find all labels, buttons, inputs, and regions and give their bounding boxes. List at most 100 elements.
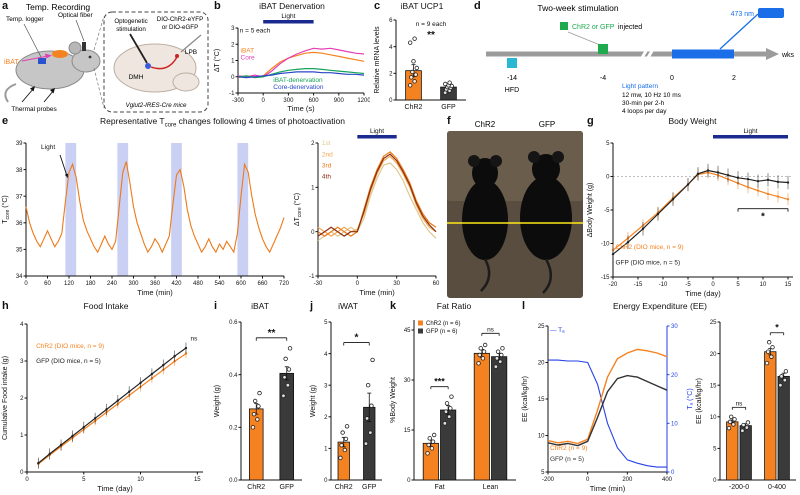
panel-a: a Temp. Recording Temp. logger Optical f… <box>0 0 212 115</box>
svg-text:ChR2 (DIO mice, n = 9): ChR2 (DIO mice, n = 9) <box>36 343 104 350</box>
optical-fiber-label: Optical fiber <box>58 12 94 19</box>
svg-text:540: 540 <box>214 281 225 287</box>
svg-text:2: 2 <box>231 42 235 48</box>
panel-d: d Two-week stimulation ChR2 or GFP injec… <box>472 0 800 115</box>
svg-text:5: 5 <box>324 320 328 326</box>
svg-text:Light: Light <box>743 128 757 135</box>
panel-f: f ChR2 GFP <box>445 115 585 300</box>
svg-text:3rd: 3rd <box>322 162 332 169</box>
panel-letter-a: a <box>2 0 9 12</box>
svg-text:0: 0 <box>606 175 610 181</box>
svg-text:Lean: Lean <box>483 484 499 491</box>
svg-text:0: 0 <box>25 477 29 483</box>
svg-text:ChR2 (DIO mice, n = 9): ChR2 (DIO mice, n = 9) <box>616 244 684 251</box>
ibat-weight-chart: 0.0 0.2 0.4 0.6 Weight (g) ChR2 GFP ** <box>212 312 307 493</box>
svg-text:39: 39 <box>16 141 23 147</box>
panel-letter-j: j <box>310 300 314 312</box>
svg-text:***: *** <box>434 377 445 387</box>
svg-text:5: 5 <box>82 477 86 483</box>
svg-text:15: 15 <box>404 428 411 434</box>
chart-title-e: Representative Tcore changes following 4… <box>100 116 345 129</box>
delta-tcore-chart: -30 0 30 60 -1 0 1 2 Time (min) ΔTcore (°C) Light 1… <box>292 127 442 297</box>
svg-text:Time (s): Time (s) <box>287 104 315 113</box>
svg-text:ns: ns <box>191 336 199 343</box>
svg-text:— Tₐ: — Tₐ <box>550 327 565 334</box>
ibat-ucp1-chart: 0 2 4 6 Relative mRNA levels ChR2 GFP ** n = 9 e… <box>372 12 471 113</box>
svg-text:ns: ns <box>736 400 744 407</box>
svg-text:Time (day): Time (day) <box>97 484 133 493</box>
svg-text:900: 900 <box>334 98 345 104</box>
tcore-trace-chart: 0 60 120 180 240 300 360 420 480 540 600 660 720 34 35… <box>0 127 292 297</box>
svg-text:480: 480 <box>193 281 204 287</box>
zoom-guide-line <box>93 15 105 51</box>
mouse-tail <box>4 83 17 103</box>
laser-icon <box>719 8 784 50</box>
injected-label-1: ChR2 or GFP <box>572 24 615 31</box>
svg-text:**: ** <box>268 328 276 339</box>
svg-text:20: 20 <box>538 361 545 367</box>
svg-text:**: ** <box>427 30 435 41</box>
svg-text:1: 1 <box>324 447 328 453</box>
body-weight-chart: -20 -15 -10 -5 0 5 10 15 -15 -10 -5 0 5 Time (day) ΔBo… <box>585 127 799 298</box>
dmh-label: DMH <box>129 74 144 81</box>
svg-text:1: 1 <box>20 433 24 439</box>
svg-text:1st: 1st <box>322 140 331 147</box>
svg-text:660: 660 <box>257 281 268 287</box>
panel-c: c iBAT UCP1 0 2 4 6 Relative mRNA levels ChR2… <box>372 0 472 115</box>
svg-text:25: 25 <box>710 320 717 326</box>
svg-text:%Body Weight: %Body Weight <box>390 377 397 423</box>
svg-text:-30: -30 <box>314 281 323 287</box>
svg-text:ΔBody Weight (g): ΔBody Weight (g) <box>587 183 594 238</box>
injected-label-2: injected <box>618 24 642 31</box>
svg-text:720: 720 <box>279 281 290 287</box>
injection-time-marker <box>598 44 608 54</box>
svg-text:5: 5 <box>541 470 545 476</box>
svg-text:5: 5 <box>736 282 740 288</box>
injection-legend-square <box>560 22 568 30</box>
panel-letter-c: c <box>374 0 381 12</box>
svg-text:ChR2: ChR2 <box>405 104 423 111</box>
panel-letter-b: b <box>214 0 221 12</box>
ibat-denervation-chart: -300 0 300 600 900 1200 -1 0 1 2 3 Time (s) ΔT (°C) L… <box>212 12 371 113</box>
mouse-ear <box>68 41 82 55</box>
svg-text:Time (min): Time (min) <box>590 484 626 493</box>
iwat-weight-chart: 0 1 2 3 4 5 Weight (g) ChR2 GFP * <box>308 312 387 493</box>
panel-letter-l: l <box>522 300 526 312</box>
food-intake-chart: 0 5 10 15 0 1 2 3 4 Time (day) Cumulative Food int… <box>0 312 211 493</box>
two-week-stimulation-diagram: Two-week stimulation ChR2 or GFP injecte… <box>486 3 795 115</box>
panel-letter-d: d <box>474 0 481 12</box>
svg-text:Time (min): Time (min) <box>137 288 173 297</box>
svg-text:2: 2 <box>20 396 24 402</box>
svg-text:1200: 1200 <box>357 98 370 104</box>
svg-text:36: 36 <box>16 221 23 227</box>
svg-text:37: 37 <box>16 194 23 200</box>
weeks-unit-label: wks <box>781 52 795 59</box>
svg-text:Light: Light <box>370 128 384 135</box>
panel-e: e Representative Tcore changes following… <box>0 115 445 300</box>
svg-text:2: 2 <box>389 72 393 78</box>
light-period-segment <box>672 49 734 59</box>
svg-text:4: 4 <box>20 322 24 328</box>
svg-text:4: 4 <box>324 352 328 358</box>
panel-letter-h: h <box>2 300 9 312</box>
svg-text:-300: -300 <box>232 98 245 104</box>
mouse-illustration <box>4 41 101 103</box>
svg-text:Core-denervation: Core-denervation <box>273 84 324 91</box>
svg-text:38: 38 <box>16 168 23 174</box>
week-label: -4 <box>600 75 606 82</box>
svg-text:2: 2 <box>311 141 315 147</box>
svg-text:300: 300 <box>128 281 139 287</box>
svg-text:-5: -5 <box>604 208 610 214</box>
svg-text:0: 0 <box>671 470 675 476</box>
panel-k: k Fat Ratio 0 15 30 45 %Body Weight Fat Lean **… <box>388 300 520 495</box>
construct-label-2: or DIO-eGFP <box>162 24 198 31</box>
svg-text:5: 5 <box>606 141 610 147</box>
svg-text:ΔT (°C): ΔT (°C) <box>213 49 221 72</box>
svg-text:0: 0 <box>20 470 24 476</box>
svg-text:400: 400 <box>662 477 673 483</box>
svg-text:0.6: 0.6 <box>229 320 238 326</box>
svg-text:-10: -10 <box>659 282 668 288</box>
temp-recording-diagram: Temp. Recording Temp. logger Optical fib… <box>4 2 209 113</box>
svg-text:GFP (DIO mice, n = 5): GFP (DIO mice, n = 5) <box>616 259 681 266</box>
